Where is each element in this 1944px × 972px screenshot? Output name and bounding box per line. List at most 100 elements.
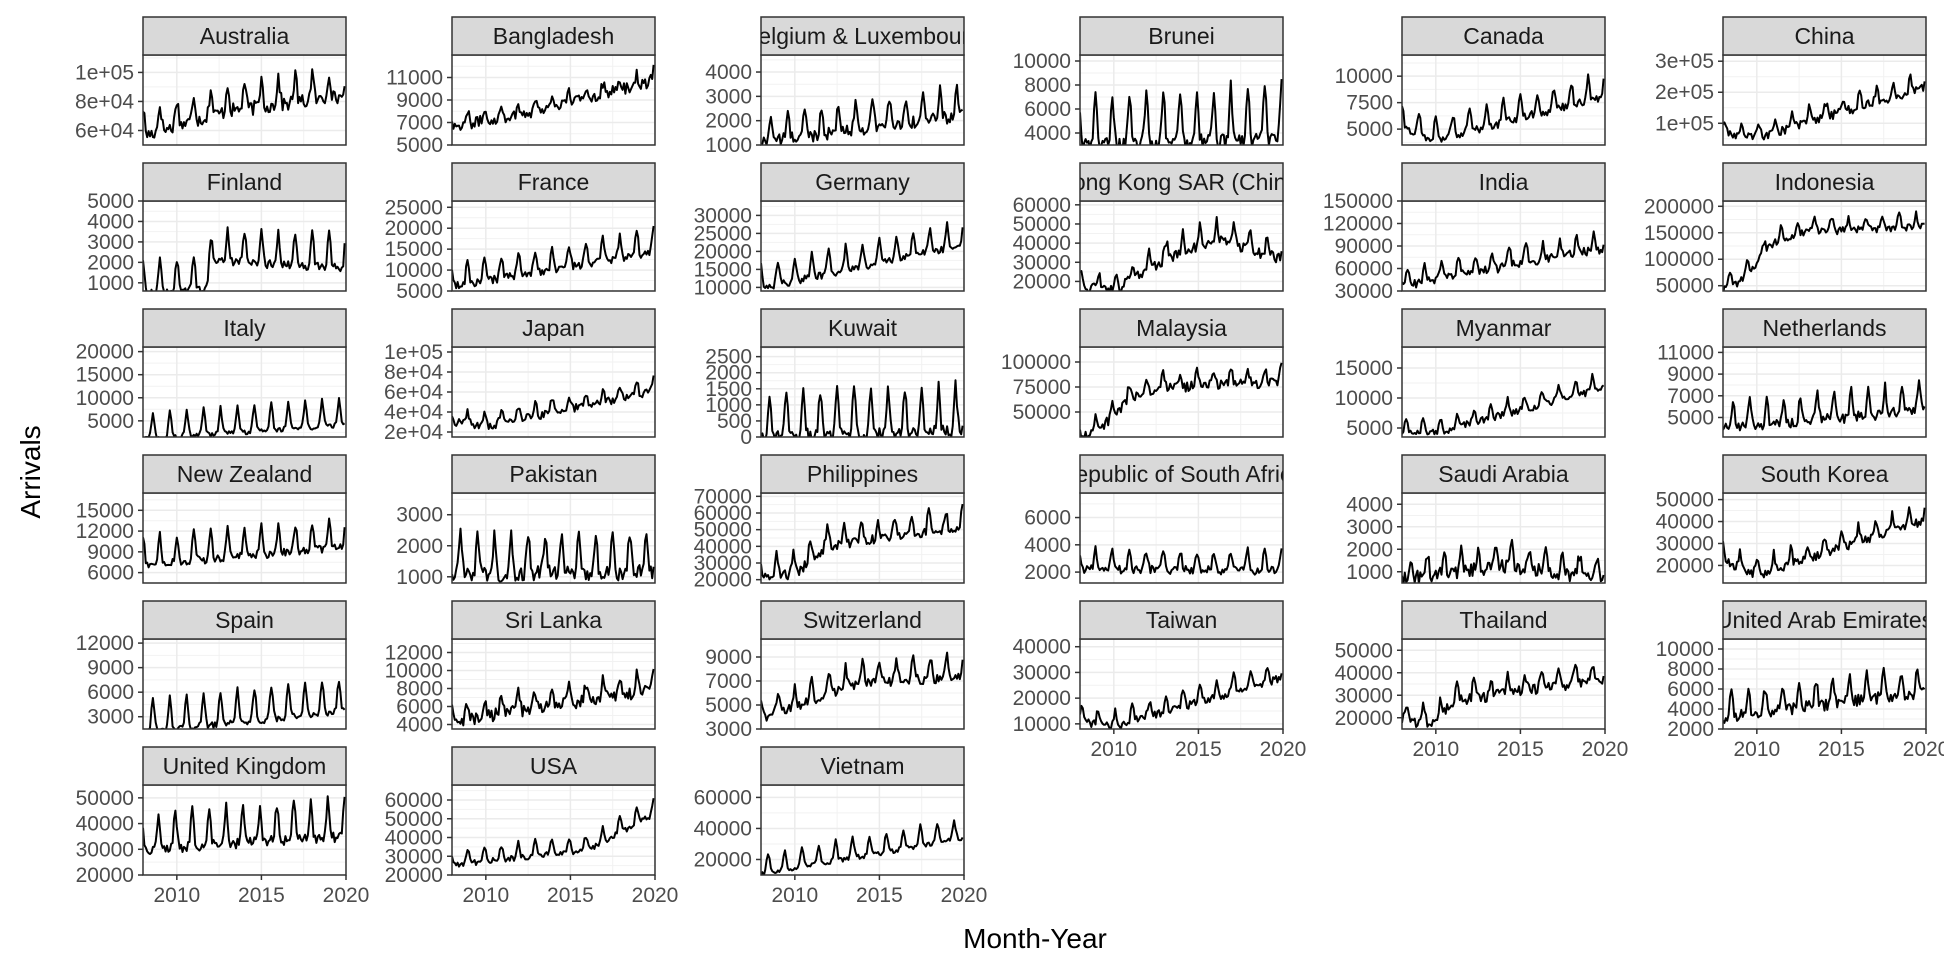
y-tick-label-myanmar: 5000 [1346, 417, 1393, 440]
strip-label-japan: Japan [522, 315, 585, 341]
y-tick-label-belgium-and-luxembourg: 2000 [705, 110, 752, 133]
y-tick-label-saudi-arabia: 1000 [1346, 561, 1393, 584]
y-tick-label-canada: 7500 [1346, 92, 1393, 115]
y-tick-label-india: 120000 [1323, 213, 1393, 236]
y-tick-label-new-zealand: 15000 [76, 499, 134, 522]
gridlines-kuwait [761, 347, 964, 437]
strip-malaysia [1079, 308, 1284, 348]
strip-label-myanmar: Myanmar [1456, 315, 1552, 341]
x-tick-label-thailand: 2020 [1582, 738, 1629, 761]
y-tick-label-finland: 4000 [87, 210, 134, 233]
strip-hong-kong-sar-china [1079, 162, 1284, 202]
panel-pakistan: Pakistan 1000 2000 3000 [396, 454, 656, 589]
y-tick-label-italy: 20000 [76, 341, 134, 364]
gridlines-germany [761, 201, 964, 291]
y-tick-label-netherlands: 9000 [1667, 363, 1714, 386]
y-tick-label-united-arab-emirates: 10000 [1656, 638, 1714, 661]
strip-label-new-zealand: New Zealand [177, 461, 313, 487]
gridlines-netherlands [1723, 347, 1926, 437]
series-line-italy [144, 397, 346, 437]
strip-label-pakistan: Pakistan [509, 461, 597, 487]
y-tick-label-netherlands: 11000 [1657, 341, 1714, 364]
y-tick-label-france: 25000 [385, 196, 443, 219]
y-tick-label-hong-kong-sar-china: 50000 [1013, 213, 1071, 236]
y-tick-label-kuwait: 500 [717, 410, 752, 433]
gridlines-south-korea [1723, 493, 1926, 583]
series-line-brunei [1080, 79, 1283, 145]
strip-label-kuwait: Kuwait [828, 315, 898, 341]
y-tick-label-sri-lanka: 6000 [396, 696, 443, 719]
strip-label-germany: Germany [815, 169, 910, 195]
y-tick-label-united-arab-emirates: 4000 [1667, 698, 1714, 721]
strip-myanmar [1401, 308, 1606, 348]
x-tick-label-united-kingdom: 2010 [153, 884, 200, 907]
strip-label-india: India [1479, 169, 1529, 195]
series-line-switzerland [761, 651, 964, 722]
strip-sri-lanka [451, 600, 656, 640]
y-tick-label-australia: 1e+05 [75, 61, 134, 84]
strip-kuwait [760, 308, 965, 348]
gridlines-united-arab-emirates [1723, 639, 1926, 729]
series-line-taiwan [1080, 667, 1283, 729]
strip-label-netherlands: Netherlands [1762, 315, 1886, 341]
strip-label-saudi-arabia: Saudi Arabia [1438, 461, 1569, 487]
strip-spain [142, 600, 347, 640]
y-tick-label-italy: 5000 [87, 410, 134, 433]
strip-label-taiwan: Taiwan [1146, 607, 1218, 633]
x-tick-label-usa: 2015 [547, 884, 594, 907]
strip-pakistan [451, 454, 656, 494]
y-tick-label-finland: 5000 [87, 190, 134, 213]
y-tick-label-hong-kong-sar-china: 60000 [1013, 194, 1071, 217]
series-line-finland [143, 226, 346, 291]
series-line-new-zealand [143, 517, 346, 569]
strip-australia [142, 16, 347, 56]
strip-south-korea [1722, 454, 1927, 494]
y-tick-label-new-zealand: 12000 [76, 520, 134, 543]
y-tick-label-japan: 2e+04 [384, 421, 443, 444]
y-tick-label-south-korea: 20000 [1656, 554, 1714, 577]
y-axis-title: Arrivals [15, 425, 46, 518]
y-tick-label-spain: 9000 [87, 657, 134, 680]
y-tick-label-australia: 6e+04 [75, 119, 134, 142]
x-tick-label-thailand: 2015 [1497, 738, 1544, 761]
strip-label-finland: Finland [207, 169, 282, 195]
y-tick-label-republic-of-south-africa: 2000 [1024, 561, 1071, 584]
y-tick-label-kuwait: 0 [740, 426, 752, 449]
strip-label-philippines: Philippines [807, 461, 918, 487]
y-tick-label-philippines: 40000 [694, 535, 752, 558]
y-tick-label-usa: 50000 [385, 808, 443, 831]
gridlines-india [1402, 201, 1605, 291]
series-line-indonesia [1723, 210, 1925, 291]
gridlines-finland [143, 201, 346, 291]
y-tick-label-philippines: 60000 [694, 502, 752, 525]
strip-bangladesh [451, 16, 656, 56]
y-tick-label-myanmar: 15000 [1335, 357, 1393, 380]
x-tick-label-vietnam: 2020 [941, 884, 988, 907]
plot-area-republic-of-south-africa [1080, 493, 1283, 583]
y-tick-label-united-arab-emirates: 6000 [1667, 678, 1714, 701]
series-line-philippines [761, 503, 964, 581]
series-line-japan [452, 375, 655, 430]
strip-label-indonesia: Indonesia [1775, 169, 1875, 195]
x-tick-label-thailand: 2010 [1412, 738, 1459, 761]
y-tick-label-germany: 25000 [694, 222, 752, 245]
y-tick-label-france: 5000 [396, 280, 443, 303]
series-line-malaysia [1080, 362, 1283, 437]
x-tick-label-taiwan: 2010 [1090, 738, 1137, 761]
panel-myanmar: Myanmar 5000 10000 15000 [1335, 308, 1606, 440]
y-tick-label-vietnam: 20000 [694, 848, 752, 871]
y-tick-label-spain: 12000 [76, 632, 134, 655]
y-tick-label-united-kingdom: 30000 [76, 838, 134, 861]
series-line-usa [452, 798, 655, 868]
